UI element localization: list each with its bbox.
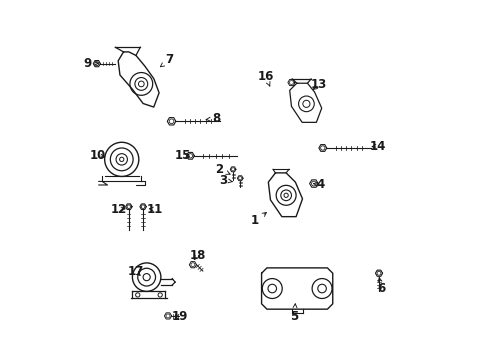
Text: 18: 18	[189, 249, 205, 262]
Text: 13: 13	[310, 78, 326, 91]
Text: 17: 17	[127, 265, 144, 278]
Text: 19: 19	[171, 310, 187, 324]
Text: 5: 5	[289, 304, 298, 324]
Text: 2: 2	[215, 163, 229, 176]
Text: 12: 12	[111, 203, 127, 216]
Text: 8: 8	[205, 112, 220, 125]
Text: 7: 7	[160, 53, 173, 67]
Text: 15: 15	[175, 149, 191, 162]
Text: 3: 3	[219, 174, 232, 186]
Text: 6: 6	[377, 278, 385, 295]
Text: 4: 4	[313, 178, 325, 191]
Text: 16: 16	[257, 70, 273, 86]
Text: 11: 11	[146, 203, 163, 216]
Text: 1: 1	[251, 212, 266, 228]
Text: 9: 9	[83, 57, 98, 70]
Text: 10: 10	[90, 149, 106, 162]
Text: 14: 14	[369, 140, 386, 153]
